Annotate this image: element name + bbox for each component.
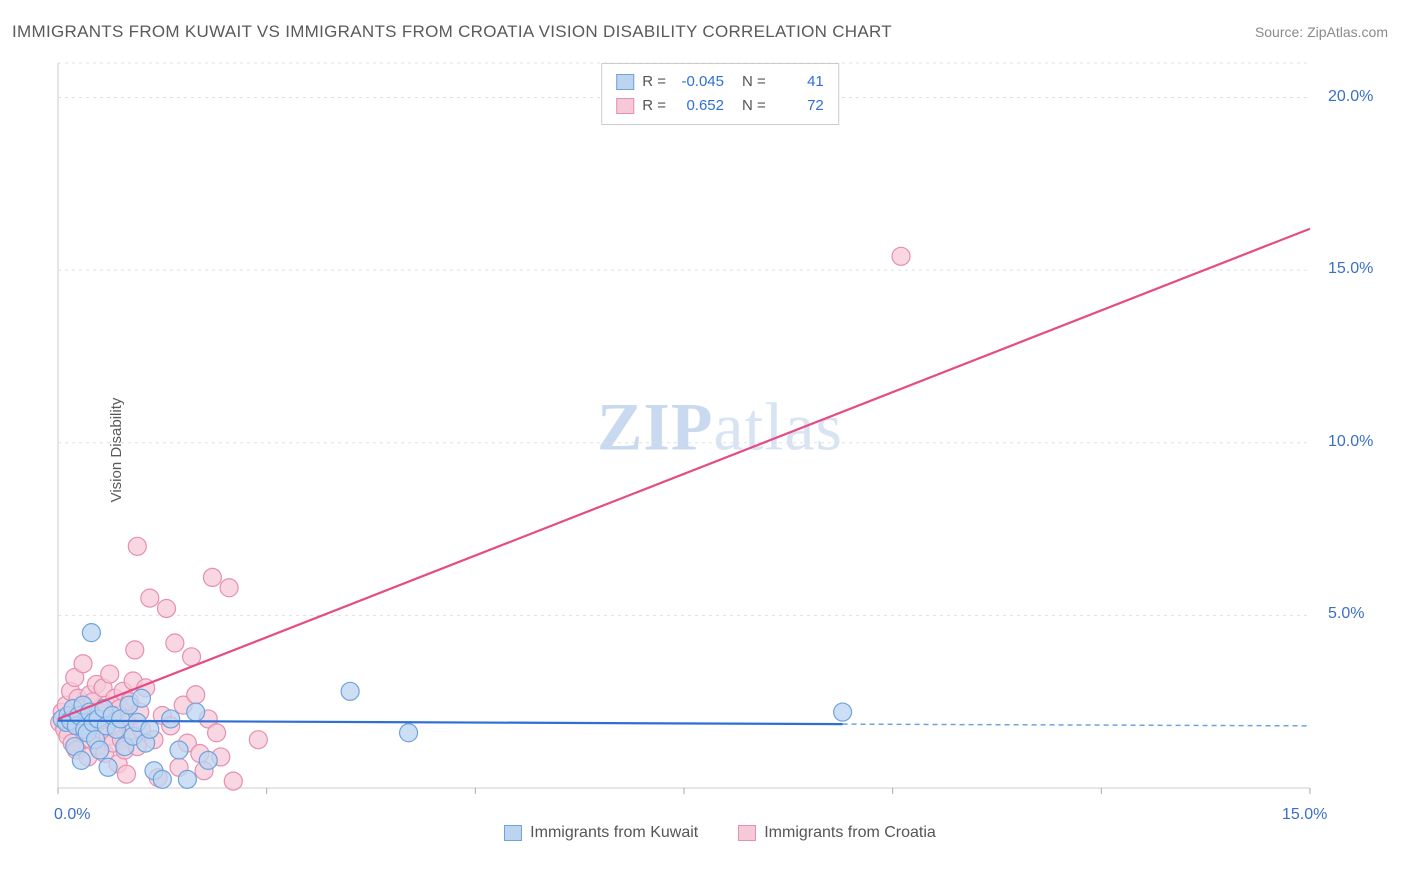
n-value-kuwait: 41	[774, 70, 824, 94]
swatch-kuwait	[504, 825, 522, 841]
legend-item-croatia: Immigrants from Croatia	[738, 824, 936, 842]
n-label: N =	[742, 94, 766, 118]
stats-row-kuwait: R = -0.045 N = 41	[616, 70, 824, 94]
x-tick-label: 15.0%	[1282, 806, 1327, 824]
n-value-croatia: 72	[774, 94, 824, 118]
swatch-kuwait	[616, 74, 634, 90]
legend-item-kuwait: Immigrants from Kuwait	[504, 824, 698, 842]
n-label: N =	[742, 70, 766, 94]
x-tick-label: 0.0%	[54, 806, 90, 824]
chart-title: IMMIGRANTS FROM KUWAIT VS IMMIGRANTS FRO…	[12, 22, 892, 42]
y-tick-label: 20.0%	[1328, 88, 1373, 106]
swatch-croatia	[738, 825, 756, 841]
stats-row-croatia: R = 0.652 N = 72	[616, 94, 824, 118]
r-label: R =	[642, 94, 666, 118]
r-label: R =	[642, 70, 666, 94]
legend-label-croatia: Immigrants from Croatia	[764, 824, 936, 842]
chart-svg	[50, 60, 1390, 840]
source-label: Source: ZipAtlas.com	[1255, 24, 1388, 40]
y-tick-label: 5.0%	[1328, 605, 1364, 623]
stats-legend: R = -0.045 N = 41 R = 0.652 N = 72	[601, 63, 839, 125]
legend-label-kuwait: Immigrants from Kuwait	[530, 824, 698, 842]
r-value-kuwait: -0.045	[674, 70, 724, 94]
y-tick-label: 15.0%	[1328, 260, 1373, 278]
series-legend: Immigrants from Kuwait Immigrants from C…	[50, 824, 1390, 842]
r-value-croatia: 0.652	[674, 94, 724, 118]
swatch-croatia	[616, 98, 634, 114]
y-tick-label: 10.0%	[1328, 433, 1373, 451]
plot-area: Vision Disability ZIPatlas R = -0.045 N …	[50, 60, 1390, 840]
